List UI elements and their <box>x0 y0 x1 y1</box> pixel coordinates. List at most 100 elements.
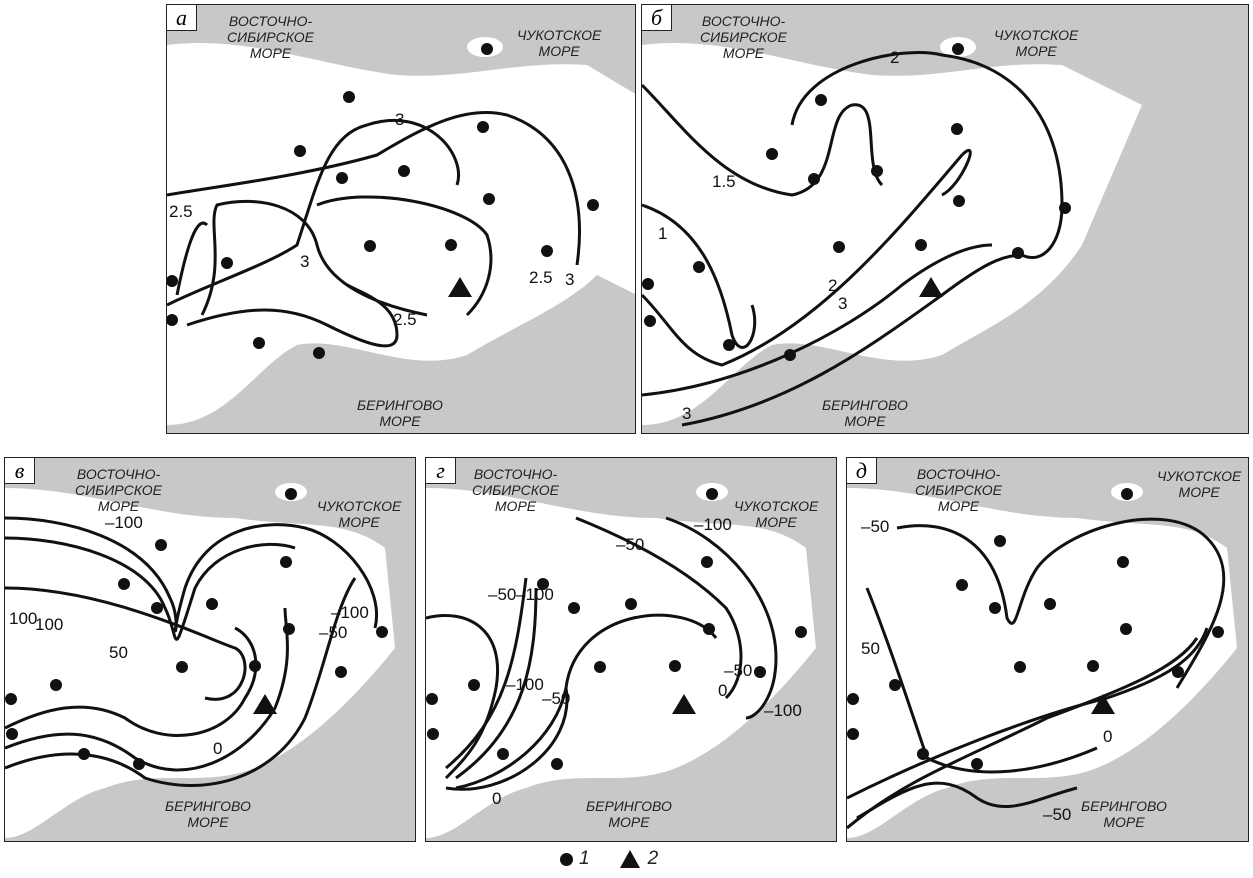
station-dot <box>313 347 325 359</box>
station-dot <box>889 679 901 691</box>
contour-label: –50 <box>319 623 347 642</box>
panel-letter: в <box>5 458 35 484</box>
sea-label-east-siberian: ВОСТОЧНО- СИБИРСКОЕ МОРЕ <box>700 13 788 61</box>
station-dot <box>871 165 883 177</box>
contour-label: –100 <box>516 585 554 604</box>
station-dot <box>1044 598 1056 610</box>
station-dot <box>133 758 145 770</box>
station-dot <box>1087 660 1099 672</box>
station-dot <box>481 43 493 55</box>
contour-line <box>847 637 1199 830</box>
station-dot <box>833 241 845 253</box>
station-dot <box>50 679 62 691</box>
contour-line <box>445 613 718 791</box>
contour-label: –100 <box>506 675 544 694</box>
contour-label: 3 <box>682 404 691 423</box>
station-dot <box>723 339 735 351</box>
station-dot <box>1120 623 1132 635</box>
contour-line <box>455 687 568 790</box>
station-dot <box>335 666 347 678</box>
station-dot <box>176 661 188 673</box>
contour-label: –50 <box>488 585 516 604</box>
contour-line <box>642 243 993 397</box>
station-dot <box>644 315 656 327</box>
contour-label: 2.5 <box>393 310 417 329</box>
contour-label: 2.5 <box>529 268 553 287</box>
station-dot <box>78 748 90 760</box>
sea-label-chukchi: ЧУКОТСКОЕ МОРЕ <box>517 27 602 59</box>
contour-label: –50 <box>1043 805 1071 824</box>
contour-line <box>665 516 778 720</box>
map-panel-d: д –50 50 0 –50 ВОСТОЧНО- СИБИРСКОЕ МОРЕ … <box>846 457 1249 842</box>
volcano-marker <box>672 694 696 714</box>
station-dot <box>537 578 549 590</box>
map-a-svg: 3 2.5 3 2.5 2.5 3 <box>167 37 635 425</box>
station-dot <box>701 556 713 568</box>
station-dot <box>445 239 457 251</box>
contour-line <box>642 148 972 367</box>
volcano-marker <box>1091 694 1115 714</box>
contour-line <box>167 118 460 307</box>
station-dot <box>280 556 292 568</box>
sea-label-bering: БЕРИНГОВО МОРЕ <box>165 798 251 830</box>
contour-label: –100 <box>105 513 143 532</box>
contour-label: –50 <box>724 661 752 680</box>
legend: 1 2 <box>560 848 658 870</box>
contour-label: 100 <box>9 609 37 628</box>
contour-line <box>5 607 289 772</box>
contour-label: 0 <box>1103 727 1112 746</box>
sea-label-east-siberian: ВОСТОЧНО- СИБИРСКОЕ МОРЕ <box>472 466 560 514</box>
land-mass <box>5 488 395 838</box>
contour-label: 3 <box>395 110 404 129</box>
contour-label: 3 <box>300 252 309 271</box>
stations <box>847 488 1224 770</box>
station-dot <box>956 579 968 591</box>
station-dot <box>468 679 480 691</box>
contour-line <box>896 517 1226 689</box>
station-dot <box>376 626 388 638</box>
sea-label-east-siberian: ВОСТОЧНО- СИБИРСКОЕ МОРЕ <box>915 466 1003 514</box>
station-dot <box>669 660 681 672</box>
station-dot <box>541 245 553 257</box>
stations <box>167 43 599 359</box>
sea-label-bering: БЕРИНГОВО МОРЕ <box>357 397 443 429</box>
station-dot <box>551 758 563 770</box>
contour-label: 3 <box>565 270 574 289</box>
station-dot <box>497 748 509 760</box>
station-dot <box>343 91 355 103</box>
contour-line <box>5 536 296 641</box>
sea-label-chukchi: ЧУКОТСКОЕ МОРЕ <box>734 498 819 530</box>
contour-line <box>5 586 247 701</box>
station-dot <box>364 240 376 252</box>
panel-letter: г <box>426 458 456 484</box>
contour-label: 0 <box>213 739 222 758</box>
contour-line <box>847 627 1209 800</box>
map-d-svg: –50 50 0 –50 <box>847 483 1237 838</box>
contour-line <box>681 253 1023 427</box>
station-dot <box>847 693 859 705</box>
map-panel-g: г –50 –100 –100 –50 0 –50 –100 <box>425 457 837 842</box>
station-dot <box>847 728 859 740</box>
station-dot <box>167 314 178 326</box>
contour-line <box>642 83 884 197</box>
contour-label: –100 <box>331 603 369 622</box>
stations <box>5 488 388 770</box>
contour-label: 2.5 <box>169 202 193 221</box>
contour-line <box>5 516 378 633</box>
station-dot <box>5 693 17 705</box>
station-dot <box>693 261 705 273</box>
contour-line <box>445 577 528 770</box>
contour-label: 50 <box>109 643 128 662</box>
station-dot <box>151 602 163 614</box>
contour-line <box>175 221 399 348</box>
station-dot <box>294 145 306 157</box>
contour-label: –50 <box>542 689 570 708</box>
station-legend-label: 1 <box>579 848 590 869</box>
station-dot <box>642 278 654 290</box>
contour-line <box>455 587 538 780</box>
contour-label: 0 <box>718 681 727 700</box>
station-dot <box>994 535 1006 547</box>
contour-line <box>167 110 581 266</box>
sea-label-chukchi: ЧУКОТСКОЕ МОРЕ <box>994 27 1079 59</box>
contour-line <box>316 195 493 317</box>
